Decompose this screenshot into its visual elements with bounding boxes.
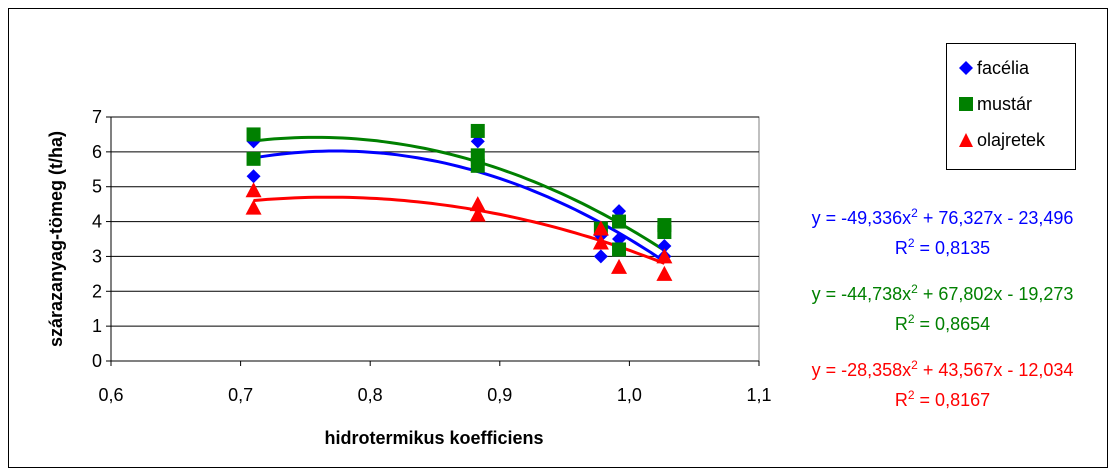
x-tick-label: 0,9 (487, 385, 512, 405)
trendline (253, 135, 666, 252)
r2-value: = 0,8135 (914, 238, 991, 258)
diamond-marker-icon (959, 61, 973, 75)
data-point (246, 151, 261, 166)
equation-text: y = -28,358x (811, 360, 912, 380)
x-axis-title: hidrotermikus koefficiens (324, 428, 543, 448)
y-tick-label: 2 (92, 281, 102, 301)
y-tick-label: 3 (92, 246, 102, 266)
data-point (656, 265, 673, 281)
x-tick-label: 0,6 (98, 385, 123, 405)
legend-label: olajretek (977, 129, 1046, 150)
legend-label: mustár (977, 93, 1033, 114)
legend-label: facélia (977, 57, 1030, 78)
equation-tail: + 76,327x - 23,496 (917, 208, 1074, 228)
x-tick-label: 0,7 (228, 385, 253, 405)
trendline (253, 149, 666, 263)
legend-item-mustar: mustár (959, 92, 1032, 116)
legend-item-facelia: facélia (959, 56, 1029, 80)
r2-label: R (894, 238, 908, 258)
r-squared-facelia: R2 = 0,8135 (894, 236, 991, 258)
equation-text: y = -44,738x (811, 284, 912, 304)
data-point (246, 127, 261, 142)
axis-layer: 0 1 2 3 4 5 6 7 0,6 0,7 0,8 0,9 1,0 1,1 (92, 107, 772, 405)
equation-tail: + 43,567x - 12,034 (917, 360, 1074, 380)
r2-label: R (894, 390, 908, 410)
legend-item-olajretek: olajretek (959, 128, 1045, 152)
r-squared-olajretek: R2 = 0,8167 (894, 388, 991, 410)
data-point (657, 238, 672, 253)
grid-layer (111, 116, 759, 327)
y-tick-label: 0 (92, 351, 102, 371)
trendline-equation-mustar: y = -44,738x2 + 67,802x - 19,273 (811, 282, 1074, 304)
x-tick-label: 0,8 (358, 385, 383, 405)
data-point (245, 199, 262, 215)
data-point (612, 242, 627, 257)
data-point (470, 123, 485, 138)
trendline-equation-facelia: y = -49,336x2 + 76,327x - 23,496 (811, 206, 1074, 228)
y-tick-label: 7 (92, 107, 102, 127)
square-marker-icon (959, 97, 973, 111)
data-point (469, 206, 486, 222)
data-point (593, 249, 608, 264)
x-tick-label: 1,1 (746, 385, 771, 405)
plot-area (110, 116, 760, 362)
data-point (611, 258, 628, 274)
r2-value: = 0,8167 (914, 390, 991, 410)
r-squared-mustar: R2 = 0,8654 (894, 312, 991, 334)
point-layer (245, 123, 673, 281)
y-tick-label: 1 (92, 316, 102, 336)
trendline (253, 195, 665, 265)
data-point (592, 234, 609, 250)
trendline-layer (253, 135, 666, 265)
y-tick-label: 6 (92, 142, 102, 162)
trendline-equation-olajretek: y = -28,358x2 + 43,567x - 12,034 (811, 358, 1074, 380)
data-point (469, 196, 486, 212)
triangle-marker-icon (959, 133, 973, 147)
r2-value: = 0,8654 (914, 314, 991, 334)
data-point (246, 169, 261, 184)
data-point (592, 220, 609, 236)
x-tick-label: 1,0 (617, 385, 642, 405)
y-tick-label: 4 (92, 212, 102, 232)
r2-label: R (894, 314, 908, 334)
equation-text: y = -49,336x (811, 208, 912, 228)
data-point (245, 182, 262, 198)
y-axis-title: szárazanyag-tömeg (t/ha) (46, 131, 66, 347)
y-tick-label: 5 (92, 177, 102, 197)
equation-tail: + 67,802x - 19,273 (917, 284, 1074, 304)
data-point (656, 248, 673, 264)
data-point (657, 225, 672, 240)
data-point (470, 158, 485, 173)
legend: facélia mustár olajretek (946, 43, 1076, 170)
data-point (612, 214, 627, 229)
